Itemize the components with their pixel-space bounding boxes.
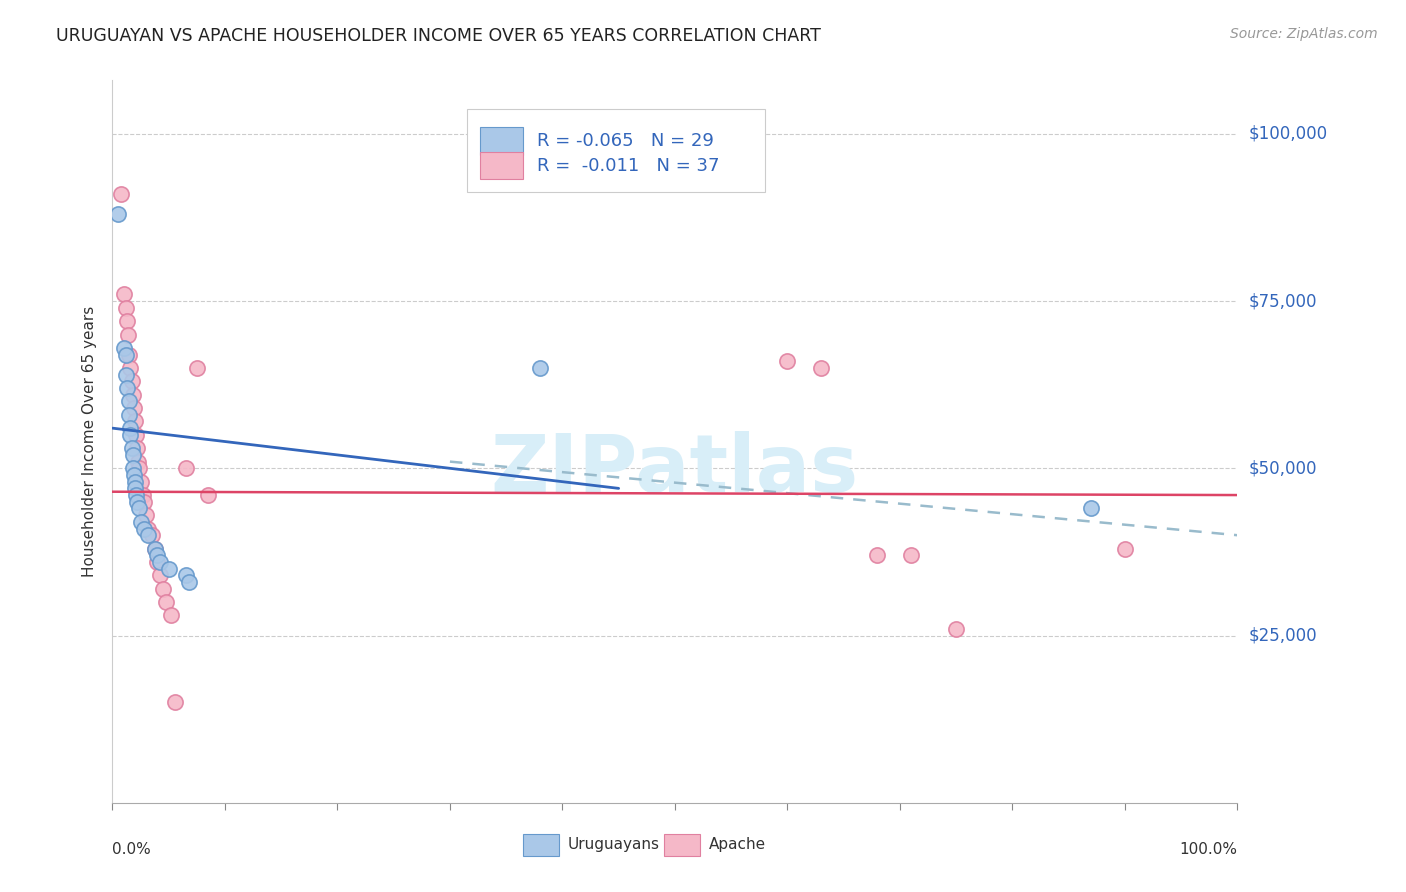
Point (127, 454, 149, 469)
Point (121, 441, 143, 455)
Text: R = -0.065   N = 29: R = -0.065 N = 29 (537, 132, 713, 150)
Point (118, 394, 141, 409)
Point (197, 488, 219, 502)
Point (1114, 541, 1136, 556)
Point (132, 521, 155, 535)
Point (128, 501, 150, 516)
Point (127, 494, 149, 508)
Point (112, 287, 135, 301)
Point (118, 408, 141, 422)
Point (115, 348, 138, 362)
Point (129, 475, 152, 489)
Point (124, 414, 146, 428)
Point (132, 488, 155, 502)
Point (149, 555, 172, 569)
FancyBboxPatch shape (481, 128, 523, 154)
Point (121, 448, 143, 462)
Point (146, 555, 169, 569)
Point (120, 421, 142, 435)
Text: Source: ZipAtlas.com: Source: ZipAtlas.com (1230, 27, 1378, 41)
Text: ZIPatlas: ZIPatlas (491, 432, 859, 509)
Point (118, 348, 141, 362)
Point (120, 427, 142, 442)
Point (149, 568, 172, 582)
Point (122, 467, 145, 482)
Text: $50,000: $50,000 (1249, 459, 1317, 477)
Point (117, 327, 139, 342)
FancyBboxPatch shape (481, 152, 523, 179)
Point (177, 575, 200, 590)
Point (143, 541, 166, 556)
Point (157, 562, 180, 576)
FancyBboxPatch shape (523, 834, 560, 855)
Text: $25,000: $25,000 (1249, 626, 1317, 645)
Point (124, 482, 146, 496)
Text: $100,000: $100,000 (1249, 125, 1327, 143)
Point (155, 595, 177, 609)
Text: Apache: Apache (709, 838, 766, 852)
Point (121, 461, 143, 475)
Y-axis label: Householder Income Over 65 years: Householder Income Over 65 years (82, 306, 97, 577)
Point (112, 341, 135, 355)
Point (1080, 501, 1102, 516)
Point (141, 528, 163, 542)
Point (132, 494, 155, 508)
Text: Uruguayans: Uruguayans (568, 838, 659, 852)
Point (138, 521, 160, 535)
Point (165, 696, 187, 710)
Point (122, 401, 145, 416)
Point (160, 608, 183, 623)
FancyBboxPatch shape (467, 109, 765, 193)
Point (135, 508, 157, 523)
Point (776, 354, 799, 368)
Point (146, 548, 169, 563)
Point (115, 314, 138, 328)
Point (143, 541, 166, 556)
Text: $75,000: $75,000 (1249, 292, 1317, 310)
Point (152, 582, 174, 596)
Text: 100.0%: 100.0% (1180, 842, 1237, 856)
Point (125, 427, 148, 442)
Point (127, 441, 149, 455)
Point (810, 361, 832, 376)
Point (115, 368, 138, 382)
Point (124, 475, 146, 489)
Point (186, 361, 208, 376)
Point (900, 548, 922, 563)
Text: R =  -0.011   N = 37: R = -0.011 N = 37 (537, 156, 718, 175)
Point (866, 548, 889, 563)
Point (529, 361, 551, 376)
Point (107, 207, 129, 221)
Point (174, 568, 197, 582)
Point (115, 381, 138, 395)
FancyBboxPatch shape (664, 834, 700, 855)
Point (174, 461, 197, 475)
Point (125, 488, 148, 502)
Point (129, 515, 152, 529)
Text: URUGUAYAN VS APACHE HOUSEHOLDER INCOME OVER 65 YEARS CORRELATION CHART: URUGUAYAN VS APACHE HOUSEHOLDER INCOME O… (56, 27, 821, 45)
Point (121, 387, 143, 401)
Point (945, 622, 967, 636)
Text: 0.0%: 0.0% (112, 842, 152, 856)
Point (115, 301, 138, 315)
Point (110, 187, 132, 202)
Point (138, 528, 160, 542)
Point (120, 361, 142, 376)
Point (128, 461, 150, 475)
Point (121, 375, 143, 389)
